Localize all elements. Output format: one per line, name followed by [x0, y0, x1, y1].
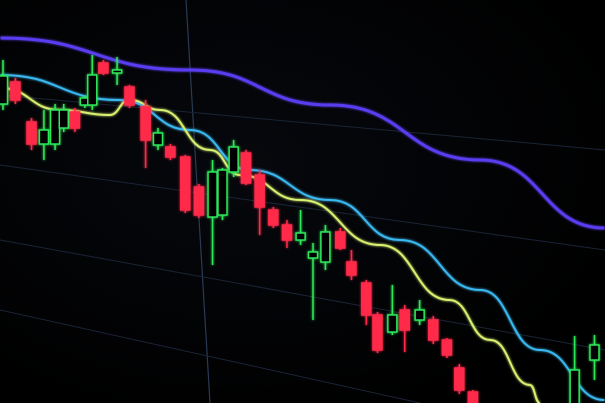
candle-body [207, 171, 218, 218]
candle-up [295, 210, 306, 245]
candle-down [10, 78, 21, 104]
candle-body [165, 146, 176, 158]
grid-line-horizontal [0, 94, 605, 151]
candle-body [414, 309, 425, 321]
candle-body [307, 251, 319, 259]
candle-down [454, 364, 465, 394]
candle-up [207, 160, 218, 265]
candle-body [69, 111, 81, 129]
candle-body [111, 69, 123, 74]
candle-up [387, 285, 398, 335]
candle-body [98, 62, 109, 74]
candle-body [193, 186, 205, 216]
candle-up [111, 57, 123, 85]
candle-body [441, 339, 453, 356]
candle-down [441, 338, 453, 358]
candle-body [254, 174, 265, 208]
candle-down [399, 305, 411, 352]
candle-body [10, 81, 21, 101]
candle-down [180, 155, 191, 213]
candle-up [217, 168, 228, 220]
candle-down [98, 60, 109, 75]
candle-down [193, 184, 205, 218]
candle-up [58, 104, 70, 132]
candle-up [38, 110, 50, 160]
candle-down [361, 280, 372, 325]
candle-down [268, 207, 279, 228]
candle-body [335, 231, 346, 249]
candle-up [307, 243, 319, 320]
candle-body [428, 319, 439, 341]
candle-body [58, 109, 70, 129]
candle-body [38, 129, 50, 145]
grid-line-horizontal [0, 239, 605, 351]
moving-average-line-ma-slow [0, 36, 605, 230]
candle-up [320, 225, 331, 270]
candle-up [589, 335, 600, 380]
candle-body [399, 309, 411, 331]
candle-body [281, 224, 293, 241]
candle-down [140, 100, 151, 168]
moving-average-line-ma-fast [0, 87, 541, 403]
candle-body [152, 132, 164, 146]
candle-body [268, 209, 279, 226]
candle-down [240, 150, 252, 185]
grid-line-horizontal [0, 309, 421, 403]
candle-down [281, 220, 293, 248]
candle-body [372, 314, 383, 351]
candle-body [140, 106, 151, 141]
candle-body [0, 75, 9, 105]
candle-body [295, 232, 306, 241]
candle-up [49, 104, 61, 150]
candle-up [414, 300, 425, 325]
candle-body [387, 314, 398, 333]
candle-up [0, 60, 9, 110]
candle-down [428, 316, 439, 344]
candle-body [320, 231, 331, 263]
candle-down [69, 108, 81, 132]
candle-down [26, 118, 37, 150]
candle-body [467, 391, 479, 403]
candle-down [372, 312, 383, 353]
candle-down [254, 170, 265, 235]
candle-body [361, 282, 372, 316]
candle-down [346, 250, 357, 280]
candle-body [569, 369, 580, 403]
candle-up [569, 336, 580, 403]
candle-down [467, 390, 479, 403]
candle-body [180, 156, 191, 211]
candle-body [228, 146, 239, 173]
candle-body [26, 121, 37, 145]
candle-up [152, 128, 164, 150]
candle-down [165, 144, 176, 160]
candle-body [346, 261, 357, 276]
candle-body [589, 344, 600, 361]
candle-body [87, 74, 98, 106]
candle-body [240, 152, 252, 184]
candle-down [124, 85, 135, 108]
candle-body [217, 169, 228, 216]
candle-body [124, 86, 135, 106]
candle-body [454, 367, 465, 391]
candle-down [335, 228, 346, 250]
candle-body [49, 109, 61, 145]
candle-up [87, 55, 98, 110]
candle-up [228, 140, 239, 177]
grid-line-horizontal [0, 164, 605, 251]
